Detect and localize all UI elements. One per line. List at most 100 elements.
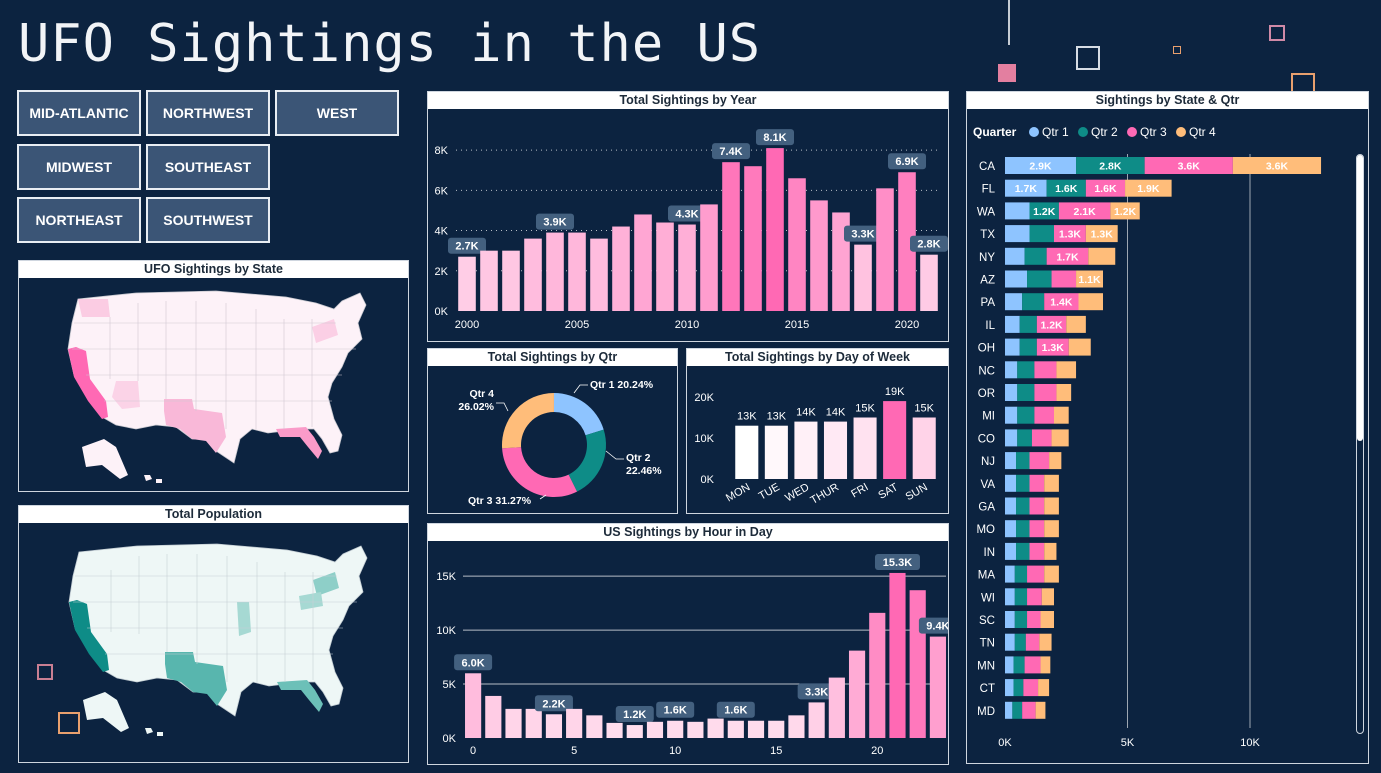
state-chart-scrollbar[interactable] (1356, 154, 1364, 734)
arizona-shape (112, 381, 140, 409)
y-tick-label: NJ (981, 456, 995, 468)
region-button-northwest[interactable]: NORTHWEST (146, 90, 270, 136)
bar-mi-qtr2 (1017, 406, 1035, 424)
bar-2006 (590, 238, 608, 311)
y-tick-label: 2K (435, 266, 449, 278)
x-tick-label: 2015 (785, 319, 809, 331)
bar-hour-20 (869, 612, 886, 738)
data-label: 3.6K (1266, 161, 1289, 173)
bar-pa-qtr3 (1044, 293, 1079, 311)
slice-label: Qtr 4 (469, 388, 494, 400)
region-button-southeast[interactable]: SOUTHEAST (146, 144, 270, 190)
bar-sat (883, 401, 907, 479)
bar-co-qtr3 (1031, 429, 1052, 447)
bar-ga-qtr4 (1044, 497, 1059, 515)
y-tick-label: 20K (694, 392, 714, 404)
region-button-northeast[interactable]: NORTHEAST (17, 197, 141, 243)
data-label-badge (874, 553, 920, 570)
data-label: 15K (914, 403, 934, 415)
state-stacked-bar-chart[interactable]: Quarter Qtr 1 Qtr 2 Qtr 3 Qtr 4 0K 5K 10K CA 2.9K… (967, 110, 1368, 764)
bar-tn-qtr3 (1025, 633, 1040, 651)
bar-nj-qtr2 (1016, 452, 1030, 470)
x-tick-label: 0K (998, 737, 1012, 749)
year-bar-chart[interactable]: 0K 2K 4K 6K 8K 2.7K 3.9K 4.3K 7.4K 8.1K 3.3K 6.9K 2.… (428, 110, 948, 342)
bar-az-qtr1 (1005, 270, 1028, 288)
bar-or-qtr3 (1034, 384, 1057, 401)
data-label: 4.3K (675, 209, 698, 221)
dow-bar-chart[interactable]: 0K 10K 20K 13K MON 13K TUE 14K WED 14K THUR 15K FRI 1… (687, 367, 948, 514)
state-qtr-chart-title: Sightings by State & Qtr (967, 92, 1368, 109)
donut-slice-qtr3 (502, 447, 578, 497)
data-label: 9.4K (926, 621, 948, 633)
bar-hour-22 (909, 590, 926, 738)
region-button-mid-atlantic[interactable]: MID-ATLANTIC (17, 90, 141, 136)
alaska-shape (83, 692, 129, 732)
bar-2021 (920, 254, 938, 311)
y-tick-label: OH (978, 343, 995, 355)
bar-hour-12 (707, 718, 724, 738)
y-tick-label: 0K (435, 306, 449, 318)
florida-shape (276, 427, 322, 459)
bar-in-qtr1 (1005, 542, 1017, 560)
new-york-shape (313, 572, 339, 596)
bar-oh-qtr2 (1019, 338, 1037, 356)
hour-bar-chart[interactable]: 0K 5K 10K 15K 6.0K 2.2K 1.2K 1.6K 1.6K 3.3K 15.3K 9… (428, 542, 948, 765)
bar-wa-qtr4 (1110, 202, 1140, 220)
y-tick-label: 5K (443, 679, 457, 691)
bar-mn-qtr2 (1013, 656, 1025, 674)
year-chart-panel: Total Sightings by Year 0K 2K 4K 6K 8K 2.7K 3.… (427, 91, 949, 342)
data-label: 1.3K (1091, 229, 1114, 241)
data-label: 1.6K (1055, 183, 1078, 195)
decorative-line (1008, 0, 1010, 45)
region-button-midwest[interactable]: MIDWEST (17, 144, 141, 190)
x-tick-label: 10 (669, 745, 681, 757)
dashboard-title: UFO Sightings in the US (18, 14, 762, 74)
x-tick-label: TUE (757, 481, 782, 502)
data-label: 13K (737, 411, 757, 423)
data-label: 6.9K (895, 156, 918, 168)
data-label: 7.4K (719, 146, 742, 158)
bar-mi-qtr3 (1034, 406, 1054, 424)
bar-wed (794, 421, 818, 479)
data-label-badge (534, 695, 573, 712)
bar-az-qtr4 (1076, 270, 1103, 288)
us-map-sightings[interactable] (19, 279, 408, 491)
bar-nj-qtr3 (1029, 452, 1050, 470)
region-button-west[interactable]: WEST (275, 90, 399, 136)
bar-mi-qtr4 (1054, 406, 1069, 424)
decorative-square (1173, 46, 1181, 54)
slice-label: Qtr 2 (626, 452, 651, 464)
data-label-badge (797, 683, 836, 700)
bar-wa-qtr2 (1029, 202, 1059, 220)
hour-chart-panel: US Sightings by Hour in Day 0K 5K 10K 15K 6.… (427, 523, 949, 765)
x-tick-label: SUN (904, 481, 930, 503)
pennsylvania-shape (299, 592, 323, 610)
bar-ca-qtr1 (1005, 157, 1077, 174)
bar-tx-qtr1 (1005, 225, 1030, 243)
bar-2011 (700, 204, 718, 311)
illinois-shape (237, 602, 251, 636)
bar-md-qtr3 (1022, 701, 1036, 719)
bar-va-qtr4 (1044, 474, 1059, 492)
bar-tx-qtr4 (1085, 225, 1118, 243)
data-label: 14K (826, 407, 846, 419)
us-map-population[interactable] (19, 524, 408, 762)
state-chart-scroll-thumb[interactable] (1357, 155, 1363, 441)
bar-hour-10 (667, 720, 684, 738)
qtr-donut-chart[interactable]: Qtr 1 20.24% Qtr 222.46% Qtr 3 31.27% Qtr 4… (428, 367, 677, 514)
bar-in-qtr2 (1016, 542, 1030, 560)
bar-ca-qtr4 (1232, 157, 1322, 174)
state-map-panel: UFO Sightings by State (18, 260, 409, 492)
bar-2015 (788, 178, 806, 311)
x-tick-label: WED (783, 481, 811, 504)
bar-va-qtr1 (1005, 474, 1017, 492)
bar-sun (912, 417, 936, 479)
y-tick-label: AZ (980, 275, 995, 287)
data-label: 14K (796, 407, 816, 419)
region-button-southwest[interactable]: SOUTHWEST (146, 197, 270, 243)
bar-fl-qtr4 (1125, 179, 1172, 197)
y-tick-label: MD (977, 706, 995, 718)
bar-2008 (634, 214, 652, 311)
data-label: 2.8K (1099, 161, 1122, 173)
bar-fri (853, 417, 877, 479)
